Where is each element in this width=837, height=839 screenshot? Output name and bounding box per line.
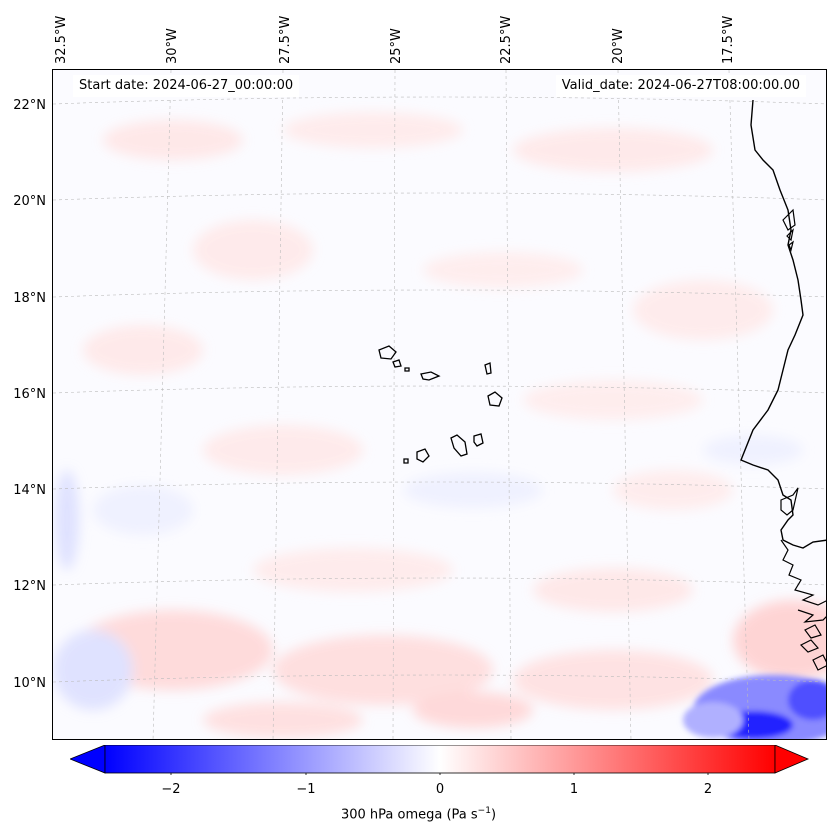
colorbar-low-extension xyxy=(70,745,106,774)
coast-gambia xyxy=(780,487,799,516)
lat-label-12n: 12°N xyxy=(13,579,46,594)
colorbar-variable: 300 hPa omega (Pa s xyxy=(340,807,478,823)
colorbar-tick-label: 1 xyxy=(569,782,579,797)
africa-coastline xyxy=(740,99,826,549)
colorbar-gradient xyxy=(104,745,776,774)
coast-guinea xyxy=(780,539,826,671)
island-brava xyxy=(403,458,409,464)
colorbar-unit-exponent: −1 xyxy=(477,806,491,816)
lat-label-22n: 22°N xyxy=(13,98,46,113)
map-panel[interactable] xyxy=(52,69,827,740)
lat-label-14n: 14°N xyxy=(13,483,46,498)
valid-date-label: Valid_date: 2024-06-27T08:00:00.00 xyxy=(555,75,806,97)
island-santiago xyxy=(450,434,468,457)
island-fogo xyxy=(416,448,430,463)
island-sao-nicolau xyxy=(420,371,441,381)
lon-label-20w: 20°W xyxy=(611,28,626,64)
colorbar-tick-label: 2 xyxy=(703,782,713,797)
island-santa-luzia xyxy=(404,367,410,372)
lat-label-18n: 18°N xyxy=(13,291,46,306)
colorbar-tick-label: −1 xyxy=(296,782,316,797)
colorbar-high-extension xyxy=(774,745,810,774)
colorbar-tick-label: −2 xyxy=(161,782,181,797)
lon-label-25w: 25°W xyxy=(389,28,404,64)
start-date-label: Start date: 2024-06-27_00:00:00 xyxy=(73,75,300,97)
island-maio xyxy=(473,433,484,447)
island-santo-antao xyxy=(378,345,397,360)
island-sal xyxy=(484,362,492,375)
colorbar xyxy=(70,745,810,775)
colorbar-tick-label: 0 xyxy=(435,782,445,797)
omega-shading xyxy=(53,112,826,738)
lon-label-17-5w: 17.5°W xyxy=(721,15,736,64)
lon-label-30w: 30°W xyxy=(165,28,180,64)
omega-field-map xyxy=(53,70,826,739)
coast-inlet-1 xyxy=(782,208,796,252)
lat-label-16n: 16°N xyxy=(13,387,46,402)
lat-label-10n: 10°N xyxy=(13,676,46,691)
island-sao-vicente xyxy=(392,359,402,368)
island-boa-vista xyxy=(487,391,503,407)
strong-ascent-region xyxy=(683,675,826,739)
lon-label-32-5w: 32.5°W xyxy=(54,15,69,64)
colorbar-unit-close: ) xyxy=(490,807,497,823)
cape-verde-islands xyxy=(378,345,503,464)
lat-label-20n: 20°N xyxy=(13,194,46,209)
graticule xyxy=(53,70,826,739)
colorbar-title: 300 hPa omega (Pa s−1) xyxy=(0,806,837,822)
lon-label-27-5w: 27.5°W xyxy=(278,15,293,64)
lon-label-22-5w: 22.5°W xyxy=(499,15,514,64)
